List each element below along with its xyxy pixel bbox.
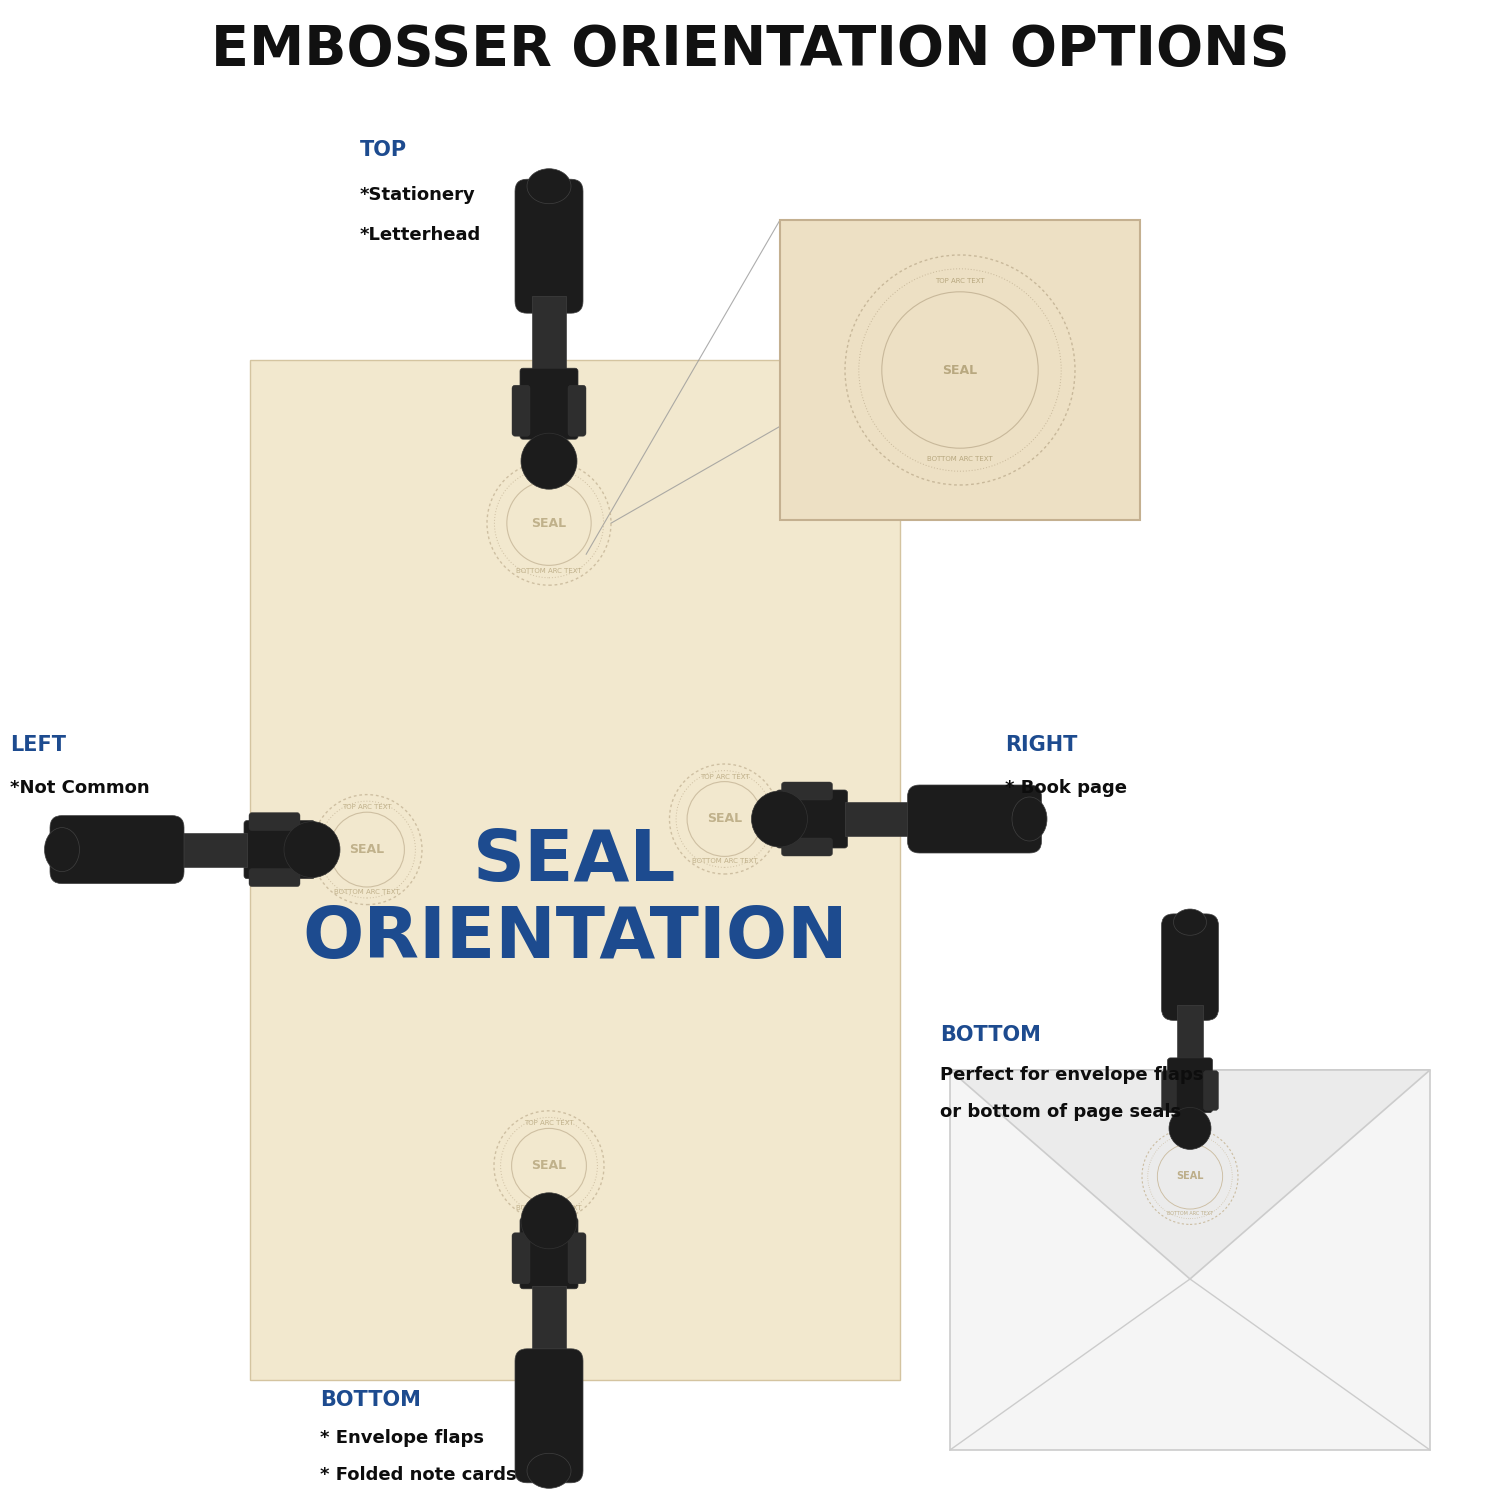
Text: SEAL: SEAL: [350, 843, 384, 856]
FancyBboxPatch shape: [244, 821, 315, 879]
Text: TOP ARC TEXT: TOP ARC TEXT: [1173, 1137, 1208, 1142]
FancyBboxPatch shape: [514, 1348, 584, 1484]
Text: SEAL: SEAL: [1176, 1172, 1203, 1182]
Text: SEAL: SEAL: [942, 363, 978, 376]
FancyBboxPatch shape: [514, 178, 584, 314]
FancyBboxPatch shape: [1203, 1071, 1218, 1110]
FancyBboxPatch shape: [249, 868, 300, 886]
Text: TOP ARC TEXT: TOP ARC TEXT: [342, 804, 392, 810]
Text: *Not Common: *Not Common: [10, 778, 150, 796]
Text: BOTTOM ARC TEXT: BOTTOM ARC TEXT: [516, 568, 582, 574]
Text: *Stationery: *Stationery: [360, 186, 476, 204]
Circle shape: [520, 433, 578, 489]
FancyBboxPatch shape: [568, 1233, 586, 1284]
Text: EMBOSSER ORIENTATION OPTIONS: EMBOSSER ORIENTATION OPTIONS: [210, 22, 1290, 76]
FancyBboxPatch shape: [1178, 1005, 1203, 1060]
FancyBboxPatch shape: [782, 782, 832, 800]
Text: BOTTOM ARC TEXT: BOTTOM ARC TEXT: [692, 858, 758, 864]
Text: * Book page: * Book page: [1005, 778, 1126, 796]
Text: SEAL
ORIENTATION: SEAL ORIENTATION: [302, 827, 847, 974]
FancyBboxPatch shape: [512, 386, 530, 436]
Text: TOP ARC TEXT: TOP ARC TEXT: [524, 472, 574, 478]
Text: BOTTOM ARC TEXT: BOTTOM ARC TEXT: [1167, 1210, 1214, 1216]
Ellipse shape: [45, 828, 80, 872]
Text: BOTTOM: BOTTOM: [320, 1390, 422, 1410]
Text: TOP ARC TEXT: TOP ARC TEXT: [699, 774, 750, 780]
Text: TOP ARC TEXT: TOP ARC TEXT: [934, 279, 986, 285]
Text: BOTTOM ARC TEXT: BOTTOM ARC TEXT: [334, 890, 400, 896]
Circle shape: [284, 822, 340, 878]
Circle shape: [1168, 1107, 1210, 1149]
Text: SEAL: SEAL: [531, 516, 567, 530]
FancyBboxPatch shape: [1161, 914, 1218, 1020]
FancyBboxPatch shape: [950, 1070, 1430, 1450]
Polygon shape: [950, 1070, 1430, 1280]
FancyBboxPatch shape: [908, 784, 1041, 853]
Text: Perfect for envelope flaps: Perfect for envelope flaps: [940, 1066, 1203, 1084]
FancyBboxPatch shape: [1167, 1058, 1212, 1113]
Ellipse shape: [1013, 796, 1047, 842]
Text: * Folded note cards: * Folded note cards: [320, 1466, 516, 1484]
Text: LEFT: LEFT: [10, 735, 66, 754]
Text: or bottom of page seals: or bottom of page seals: [940, 1102, 1180, 1120]
FancyBboxPatch shape: [520, 368, 578, 440]
Text: * Envelope flaps: * Envelope flaps: [320, 1430, 484, 1448]
FancyBboxPatch shape: [568, 386, 586, 436]
FancyBboxPatch shape: [50, 816, 184, 884]
FancyBboxPatch shape: [249, 813, 300, 831]
FancyBboxPatch shape: [172, 833, 248, 867]
FancyBboxPatch shape: [512, 1233, 530, 1284]
FancyBboxPatch shape: [532, 1286, 566, 1360]
Text: TOP ARC TEXT: TOP ARC TEXT: [524, 1120, 574, 1126]
Text: TOP: TOP: [360, 140, 407, 160]
Ellipse shape: [526, 168, 572, 204]
FancyBboxPatch shape: [844, 802, 920, 836]
FancyBboxPatch shape: [251, 360, 900, 1380]
Text: BOTTOM ARC TEXT: BOTTOM ARC TEXT: [927, 456, 993, 462]
Circle shape: [520, 1192, 578, 1250]
Text: SEAL: SEAL: [531, 1160, 567, 1173]
Text: RIGHT: RIGHT: [1005, 735, 1077, 754]
FancyBboxPatch shape: [532, 296, 566, 370]
Ellipse shape: [1173, 909, 1206, 936]
FancyBboxPatch shape: [782, 839, 832, 856]
FancyBboxPatch shape: [520, 1218, 578, 1288]
Ellipse shape: [526, 1454, 572, 1488]
FancyBboxPatch shape: [780, 220, 1140, 520]
Text: BOTTOM ARC TEXT: BOTTOM ARC TEXT: [516, 1204, 582, 1210]
Text: BOTTOM: BOTTOM: [940, 1024, 1041, 1045]
FancyBboxPatch shape: [1161, 1071, 1176, 1110]
Circle shape: [752, 790, 807, 847]
FancyBboxPatch shape: [777, 790, 847, 847]
Text: SEAL: SEAL: [706, 813, 742, 825]
Text: *Letterhead: *Letterhead: [360, 226, 482, 244]
